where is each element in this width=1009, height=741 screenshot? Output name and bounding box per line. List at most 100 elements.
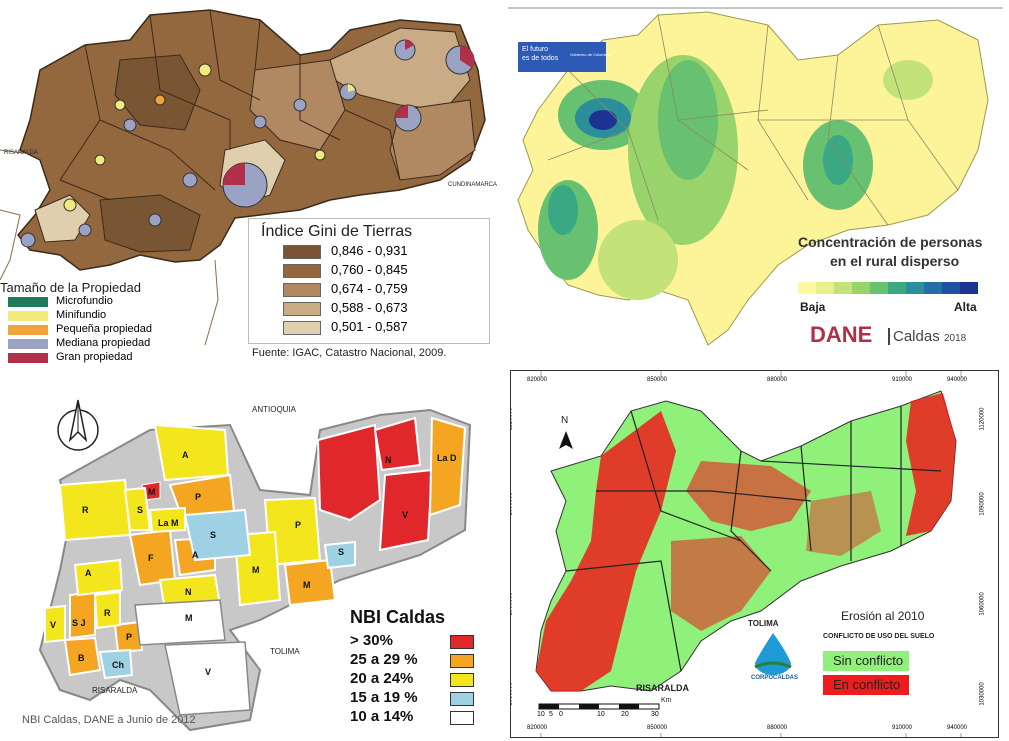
density-color-scale [798, 282, 978, 294]
nbi-municipality-label: R [82, 505, 89, 515]
nbi-mun-victoria [378, 468, 434, 552]
nbi-municipality-label: S [137, 505, 144, 515]
erosion-north-label: N [561, 415, 569, 426]
erosion-y-tick-left: 1030000 [510, 682, 514, 706]
density-scale-step [798, 282, 816, 294]
erosion-legend-swatch [823, 651, 909, 671]
nbi-municipality-label: M [185, 613, 193, 623]
erosion-map-panel: 820000 820000 850000 850000 880000 880000 9100… [510, 370, 999, 738]
erosion-legend-label: En conflicto [833, 677, 901, 692]
gov-logo-line1: El futuro [522, 46, 549, 53]
nbi-municipality-label: M [148, 487, 156, 497]
erosion-y-tick-right: 1060000 [979, 592, 986, 616]
nbi-legend-title: NBI Caldas [350, 607, 446, 627]
gini-map-svg [0, 9, 486, 346]
nbi-municipality-label: V [402, 510, 409, 520]
nbi-legend-label: 25 a 29 % [350, 651, 418, 668]
density-map-panel: El futuro es de todos Gobierno de Colomb… [508, 0, 1009, 368]
nbi-mun-villamaria [164, 641, 251, 716]
erosion-conflict-mideast [806, 491, 881, 556]
gini-legend-swatch [283, 283, 321, 297]
size-legend-swatch [8, 311, 48, 321]
gini-pie-charts [20, 39, 475, 248]
size-legend-swatch [8, 297, 48, 307]
gov-logo-sub: Gobierno de Colombia [570, 52, 611, 57]
nbi-mun-sanjose [69, 590, 96, 640]
gini-legend-label: 0,501 - 0,587 [331, 319, 408, 334]
erosion-x-tick-top: 940000 [947, 377, 968, 383]
gini-legend-label: 0,674 - 0,759 [331, 281, 408, 296]
erosion-legend-title: CONFLICTO DE USO DEL SUELO [823, 633, 935, 640]
nbi-mun-risaralda [93, 590, 121, 630]
erosion-graticule [540, 371, 962, 737]
gini-legend-swatch [283, 264, 321, 278]
erosion-conflict-east [906, 393, 956, 536]
erosion-conflict-south [671, 536, 771, 631]
density-scale-step [888, 282, 906, 294]
gini-river-west [0, 149, 41, 281]
gini-legend-title: Índice Gini de Tierras [261, 223, 413, 240]
corpocaldas-logo-icon [754, 633, 792, 675]
erosion-x-tick-top: 880000 [767, 377, 788, 383]
gini-legend: Índice Gini de Tierras 0,846 - 0,931 0,76… [248, 218, 490, 344]
nbi-mun-manizales [134, 599, 226, 646]
gini-map-panel: RISARALDA CUNDINAMARCA Índice Gini de Ti… [0, 0, 500, 368]
nbi-legend-label: > 30% [350, 632, 393, 649]
erosion-conflict-center [686, 461, 811, 531]
erosion-municipal-boundaries [565, 406, 942, 672]
erosion-x-tick-bottom: 820000 [527, 725, 548, 731]
density-scale-step [960, 282, 978, 294]
nbi-legend-swatch [450, 711, 474, 725]
nbi-municipality-label: V [50, 620, 57, 630]
size-legend-label: Minifundio [56, 309, 107, 321]
erosion-region-tolima: TOLIMA [748, 619, 779, 628]
nbi-legend-label: 20 a 24% [350, 670, 414, 687]
erosion-y-tick-left: 1060000 [510, 592, 514, 616]
nbi-legend-label: 15 a 19 % [350, 689, 418, 706]
nbi-legend-swatch [450, 692, 474, 706]
nbi-municipality-label: A [85, 568, 92, 578]
nbi-municipality-label: R [104, 608, 111, 618]
nbi-municipality-label: A [192, 550, 199, 560]
gini-region-cundinamarca: CUNDINAMARCA [448, 182, 498, 188]
gini-municipal-boundaries [59, 9, 401, 201]
nbi-mun-belalcazar [63, 636, 102, 677]
erosion-scale-tick: 30 [651, 711, 659, 718]
nbi-municipality-label: M [303, 580, 311, 590]
density-scale-step [834, 282, 852, 294]
erosion-legend-label: Sin conflicto [833, 653, 904, 668]
nbi-mun-salamina-center [183, 508, 252, 562]
nbi-mun-norcasia [373, 416, 422, 472]
erosion-legend-swatch [823, 675, 909, 695]
nbi-mun-viterbo [44, 604, 66, 644]
erosion-map-svg [535, 371, 962, 737]
erosion-x-tick-top: 820000 [527, 377, 548, 383]
density-scale-step [816, 282, 834, 294]
erosion-y-tick-left: 1090000 [510, 492, 514, 516]
density-scale-step [906, 282, 924, 294]
erosion-x-tick-bottom: 850000 [647, 725, 668, 731]
nbi-mun-palestina [113, 620, 144, 654]
nbi-municipality-label: B [78, 653, 85, 663]
nbi-mun-riosucio [58, 478, 132, 542]
nbi-mun-supia [123, 486, 152, 531]
gini-river-south [204, 259, 219, 346]
nbi-north-arrow [57, 399, 99, 451]
gov-logo-line2: es de todos [522, 55, 559, 62]
nbi-legend-swatch [450, 673, 474, 687]
nbi-mun-salamina [316, 423, 382, 522]
nbi-mun-anserma [73, 558, 124, 597]
erosion-x-tick-bottom: 940000 [947, 725, 968, 731]
erosion-scale-tick: 10 [597, 711, 605, 718]
nbi-municipality-label: S [210, 530, 217, 540]
erosion-x-tick-top: 850000 [647, 377, 668, 383]
gini-legend-label: 0,588 - 0,673 [331, 300, 408, 315]
size-legend-swatch [8, 353, 48, 363]
dane-brand-sub: Caldas [888, 328, 940, 345]
erosion-title: Erosión al 2010 [841, 609, 925, 623]
erosion-y-tick-left: 1120000 [510, 407, 514, 431]
size-legend-swatch [8, 339, 48, 349]
erosion-region-risaralda: RISARALDA [636, 683, 689, 693]
erosion-conflict-west [536, 411, 676, 691]
